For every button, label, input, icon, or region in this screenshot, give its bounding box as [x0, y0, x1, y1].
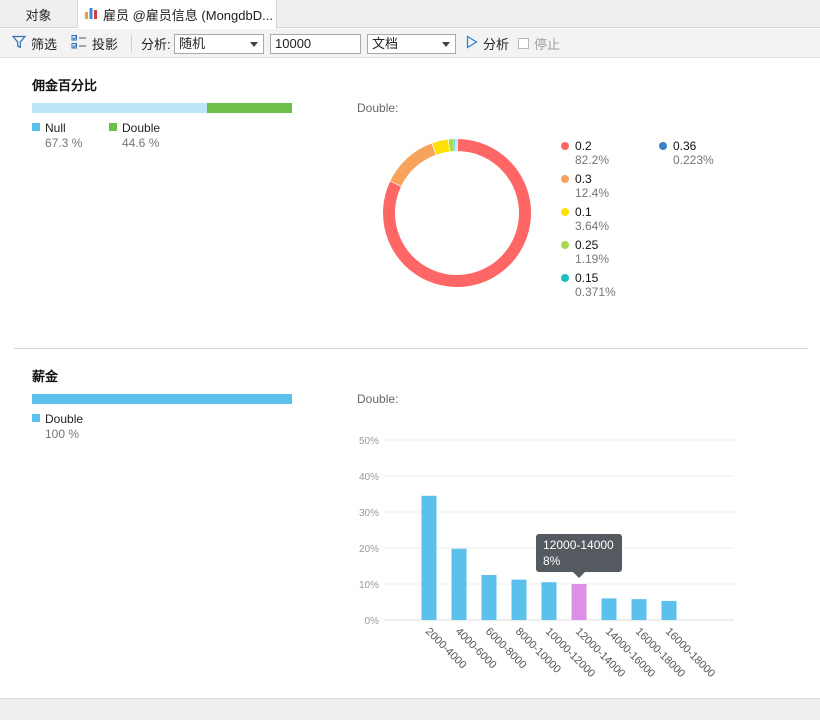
type-bar-segment — [32, 103, 207, 113]
tab-collection-analysis[interactable]: 雇员 @雇员信息 (MongdbD... — [78, 0, 277, 29]
legend-dot — [561, 274, 569, 282]
doc-type-value: 文档 — [372, 36, 399, 51]
y-tick-label: 10% — [359, 580, 379, 591]
projection-button[interactable]: 投影 — [71, 29, 118, 58]
legend-item-double: Double 100 % — [32, 412, 83, 441]
analyze-label: 分析: — [141, 37, 171, 52]
donut-slice[interactable] — [432, 139, 451, 155]
legend-value: 0.15 — [575, 271, 599, 285]
tooltip-pointer — [573, 572, 585, 578]
donut-legend-item: 0.1 3.64% — [561, 205, 609, 233]
limit-input[interactable]: 10000 — [270, 34, 361, 54]
legend-percent: 3.64% — [575, 219, 610, 233]
legend-type-name: Double — [45, 412, 84, 426]
donut-slice[interactable] — [390, 143, 437, 187]
toolbar: 筛选 投影 分析: 随机 10000 文档 分析 — [0, 29, 820, 58]
chevron-down-icon — [250, 42, 258, 47]
donut-slice[interactable] — [383, 139, 531, 287]
tooltip-label: 12000-14000 — [543, 538, 614, 552]
type-bar-segment — [32, 394, 292, 404]
bar[interactable] — [541, 582, 557, 620]
legend-value: 0.25 — [575, 238, 599, 252]
salary-title: 薪金 — [32, 369, 59, 384]
y-tick-label: 50% — [359, 436, 379, 447]
legend-percent: 82.2% — [575, 153, 610, 167]
bar[interactable] — [481, 575, 497, 620]
filter-label: 筛选 — [31, 37, 58, 52]
y-tick-label: 20% — [359, 544, 379, 555]
legend-swatch — [32, 414, 40, 422]
legend-value: 0.2 — [575, 139, 592, 153]
donut-legend-item: 0.2 82.2% — [561, 139, 609, 167]
bar[interactable] — [571, 584, 587, 620]
legend-type-name: Double — [122, 121, 161, 135]
donut-chart-label: Double: — [357, 101, 399, 115]
legend-swatch — [32, 123, 40, 131]
filter-button[interactable]: 筛选 — [11, 29, 58, 58]
legend-type-percent: 67.3 % — [45, 136, 83, 150]
legend-dot — [561, 142, 569, 150]
bar[interactable] — [421, 495, 437, 620]
sampling-value: 随机 — [179, 36, 206, 51]
legend-type-percent: 44.6 % — [122, 136, 160, 150]
legend-value: 0.3 — [575, 172, 592, 186]
tab-objects[interactable]: 对象 — [0, 0, 78, 28]
filter-icon — [11, 35, 27, 52]
status-bar — [0, 698, 820, 720]
tab-active-label: 雇员 @雇员信息 (MongdbD... — [103, 8, 273, 23]
y-tick-label: 30% — [359, 508, 379, 519]
sampling-select[interactable]: 随机 — [174, 34, 264, 54]
run-analysis-button[interactable]: 分析 — [466, 29, 509, 58]
bar-chart-label: Double: — [357, 392, 399, 406]
legend-percent: 0.223% — [673, 153, 714, 167]
legend-dot — [561, 208, 569, 216]
tab-bar: 对象 雇员 @雇员信息 (MongdbD... — [0, 0, 820, 29]
chevron-down-icon — [442, 42, 450, 47]
donut-legend-item: 0.25 1.19% — [561, 238, 609, 266]
limit-value: 10000 — [275, 36, 312, 51]
legend-dot — [561, 175, 569, 183]
tooltip-value: 8% — [543, 554, 561, 568]
section-divider — [14, 348, 808, 349]
legend-percent: 12.4% — [575, 186, 610, 200]
doc-type-select[interactable]: 文档 — [367, 34, 456, 54]
commission-title: 佣金百分比 — [32, 78, 98, 93]
legend-swatch — [109, 123, 117, 131]
legend-item-null: Null 67.3 % — [32, 121, 82, 150]
y-tick-label: 40% — [359, 472, 379, 483]
play-icon — [466, 35, 478, 52]
legend-type-percent: 100 % — [45, 427, 80, 441]
donut-legend-item: 0.36 0.223% — [659, 139, 714, 167]
bar[interactable] — [511, 579, 527, 620]
bar-chart: 0%10%20%30%40%50%2000-40004000-60006000-… — [359, 436, 734, 680]
type-bar-segment — [207, 103, 292, 113]
legend-item-double: Double 44.6 % — [109, 121, 160, 150]
legend-percent: 1.19% — [575, 252, 610, 266]
tab-objects-label: 对象 — [25, 7, 52, 23]
chart-icon — [84, 6, 98, 23]
y-tick-label: 0% — [365, 616, 380, 627]
donut-legend-item: 0.15 0.371% — [561, 271, 616, 299]
toolbar-separator — [131, 35, 132, 52]
tooltip — [536, 534, 622, 572]
bar[interactable] — [661, 600, 677, 620]
legend-value: 0.1 — [575, 205, 592, 219]
legend-dot — [659, 142, 667, 150]
run-label: 分析 — [483, 37, 510, 52]
legend-type-name: Null — [45, 121, 66, 135]
bar[interactable] — [601, 598, 617, 620]
projection-label: 投影 — [92, 37, 119, 52]
bar[interactable] — [631, 599, 647, 620]
bar[interactable] — [451, 548, 467, 620]
stop-checkbox[interactable] — [518, 38, 529, 49]
checklist-icon — [71, 34, 87, 53]
stop-button[interactable]: 停止 — [518, 29, 560, 58]
legend-value: 0.36 — [673, 139, 697, 153]
donut-chart — [383, 138, 531, 287]
legend-dot — [561, 241, 569, 249]
donut-legend-item: 0.3 12.4% — [561, 172, 609, 200]
legend-percent: 0.371% — [575, 285, 616, 299]
stop-label: 停止 — [534, 37, 561, 52]
